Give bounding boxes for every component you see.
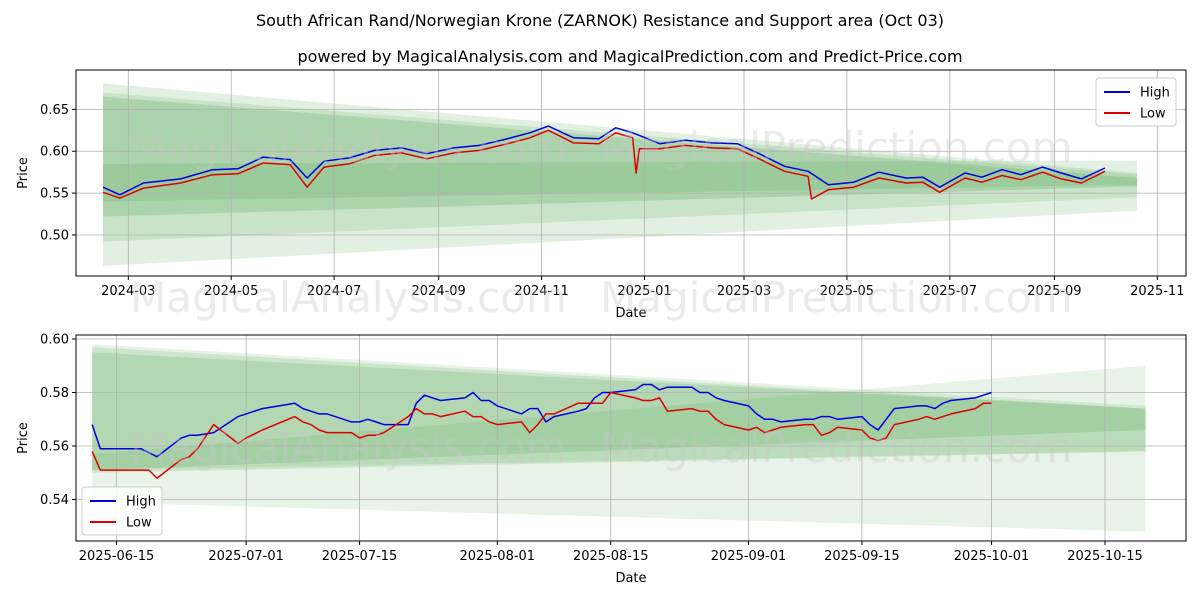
upper-panel: 2024-03 2024-05 2024-07 2024-09 2024-11 2025-… bbox=[16, 69, 1187, 321]
resistance-support-band bbox=[92, 344, 1146, 532]
y-tick-label: 0.54 bbox=[40, 493, 69, 508]
x-tick-label: 2025-09-15 bbox=[824, 549, 900, 564]
resistance-support-band bbox=[102, 160, 1138, 202]
high-price-line bbox=[91, 383, 992, 458]
x-tick-label: 2025-08-01 bbox=[460, 549, 536, 564]
legend-label-high: High bbox=[126, 495, 156, 510]
x-tick-label: 2024-07 bbox=[307, 284, 361, 299]
x-tick-label: 2024-09 bbox=[412, 284, 466, 299]
band-group bbox=[102, 83, 1138, 266]
series-group bbox=[91, 383, 992, 479]
x-tick-label: 2025-10-01 bbox=[954, 549, 1030, 564]
resistance-support-band bbox=[92, 347, 1146, 473]
x-tick-label: 2024-03 bbox=[101, 284, 155, 299]
y-axis-label: Price bbox=[16, 157, 31, 189]
x-axis-label: Date bbox=[615, 571, 646, 586]
y-tick-label: 0.58 bbox=[40, 386, 69, 401]
resistance-support-band bbox=[102, 92, 1138, 242]
legend-label-low: Low bbox=[1140, 107, 1166, 122]
x-tick-label: 2024-11 bbox=[514, 284, 568, 299]
y-tick-label: 0.50 bbox=[40, 228, 69, 243]
x-tick-label: 2025-03 bbox=[717, 284, 771, 299]
watermark-prediction: MagicalPrediction.com bbox=[600, 123, 1073, 172]
x-tick-label: 2024-05 bbox=[204, 284, 258, 299]
x-tick-label: 2025-07-15 bbox=[322, 549, 398, 564]
x-tick-label: 2025-09 bbox=[1027, 284, 1081, 299]
grid-group bbox=[76, 70, 1186, 276]
grid-group bbox=[76, 335, 1186, 541]
watermark-analysis: MagicalAnalysis.com bbox=[130, 423, 567, 472]
legend: High Low bbox=[1095, 77, 1177, 127]
resistance-support-band bbox=[102, 83, 1138, 266]
watermark-prediction: MagicalPrediction.com bbox=[600, 423, 1073, 472]
watermark-analysis: MagicalAnalysis.com bbox=[130, 123, 567, 172]
y-tick-label: 0.60 bbox=[40, 145, 69, 160]
y-tick-label: 0.65 bbox=[40, 103, 69, 118]
x-tick-label: 2025-08-15 bbox=[573, 549, 649, 564]
resistance-support-band bbox=[92, 365, 1146, 471]
band-group bbox=[92, 344, 1146, 532]
x-tick-label: 2025-09-01 bbox=[711, 549, 787, 564]
resistance-support-band bbox=[92, 352, 1146, 471]
chart-title: South African Rand/Norwegian Krone (ZARN… bbox=[256, 11, 944, 30]
x-tick-label: 2025-11 bbox=[1130, 284, 1184, 299]
x-tick-label: 2025-07-01 bbox=[208, 549, 284, 564]
x-axis-label: Date bbox=[615, 306, 646, 321]
y-axis-label: Price bbox=[16, 422, 31, 454]
x-tick-label: 2025-10-15 bbox=[1067, 549, 1143, 564]
x-tick-label: 2025-06-15 bbox=[79, 549, 155, 564]
low-price-line bbox=[91, 391, 992, 479]
x-tick-label: 2025-07 bbox=[923, 284, 977, 299]
y-tick-label: 0.60 bbox=[40, 333, 69, 348]
x-tick-label: 2025-05 bbox=[820, 284, 874, 299]
plot-frame bbox=[75, 334, 1187, 542]
legend: High Low bbox=[81, 486, 163, 536]
high-price-line bbox=[102, 125, 1106, 196]
chart-subtitle: powered by MagicalAnalysis.com and Magic… bbox=[297, 47, 962, 66]
watermark-prediction: MagicalPrediction.com bbox=[600, 273, 1073, 322]
series-group bbox=[102, 125, 1106, 200]
watermark-analysis: MagicalAnalysis.com bbox=[130, 273, 567, 322]
plot-frame bbox=[75, 69, 1187, 277]
y-tick-label: 0.55 bbox=[40, 187, 69, 202]
watermark-layer: MagicalAnalysis.com MagicalPrediction.co… bbox=[130, 123, 1073, 472]
legend-label-low: Low bbox=[126, 516, 152, 531]
low-price-line bbox=[102, 129, 1106, 200]
resistance-support-band bbox=[102, 96, 1138, 217]
lower-panel: 2025-06-15 2025-07-01 2025-07-15 2025-08-01… bbox=[16, 333, 1187, 586]
legend-label-high: High bbox=[1140, 86, 1170, 101]
x-tick-label: 2025-01 bbox=[617, 284, 671, 299]
y-tick-label: 0.56 bbox=[40, 440, 69, 455]
